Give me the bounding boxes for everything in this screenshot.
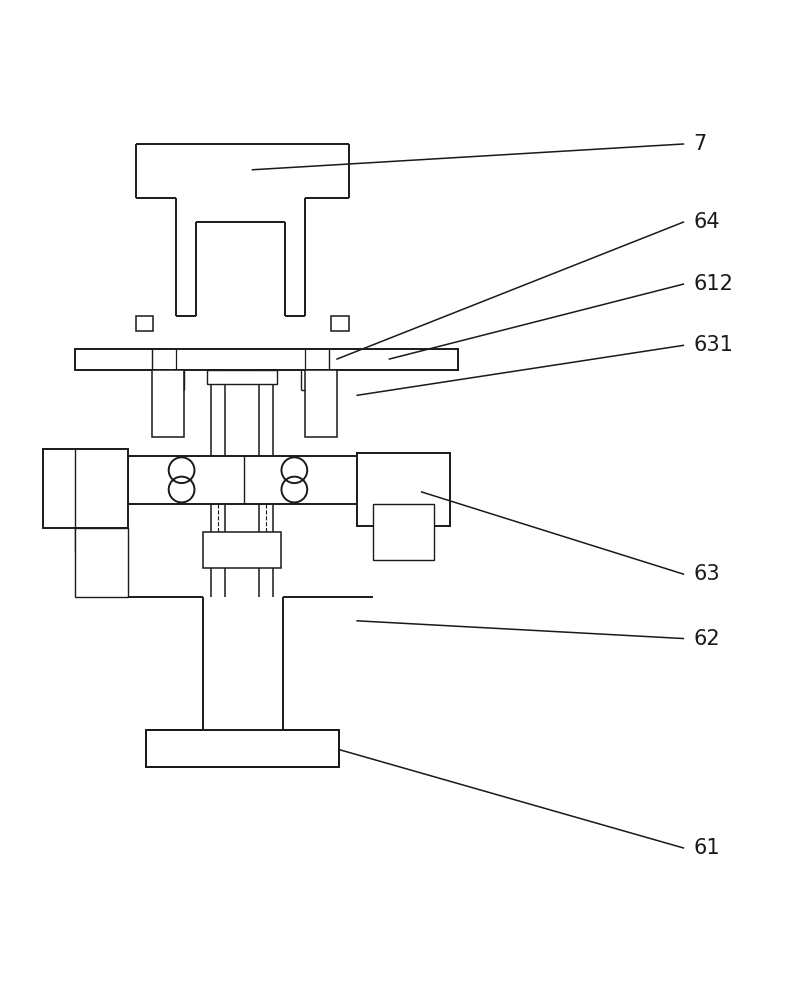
Text: 7: 7 <box>693 134 706 154</box>
Bar <box>203 532 281 568</box>
Bar <box>357 453 450 526</box>
Bar <box>43 449 127 528</box>
Bar <box>332 316 349 331</box>
Bar <box>75 528 127 597</box>
Bar <box>127 456 365 504</box>
Bar <box>305 370 337 437</box>
Bar <box>211 370 225 502</box>
Bar <box>373 504 434 560</box>
Text: 64: 64 <box>693 212 719 232</box>
Bar <box>75 349 458 370</box>
Bar <box>152 370 184 437</box>
Text: 612: 612 <box>693 274 733 294</box>
Bar <box>259 370 273 502</box>
Bar <box>146 730 340 767</box>
Text: 62: 62 <box>693 629 719 649</box>
Text: 61: 61 <box>693 838 719 858</box>
Text: 63: 63 <box>693 564 719 584</box>
Bar <box>207 370 277 384</box>
Bar <box>135 316 153 331</box>
Text: 631: 631 <box>693 335 733 355</box>
